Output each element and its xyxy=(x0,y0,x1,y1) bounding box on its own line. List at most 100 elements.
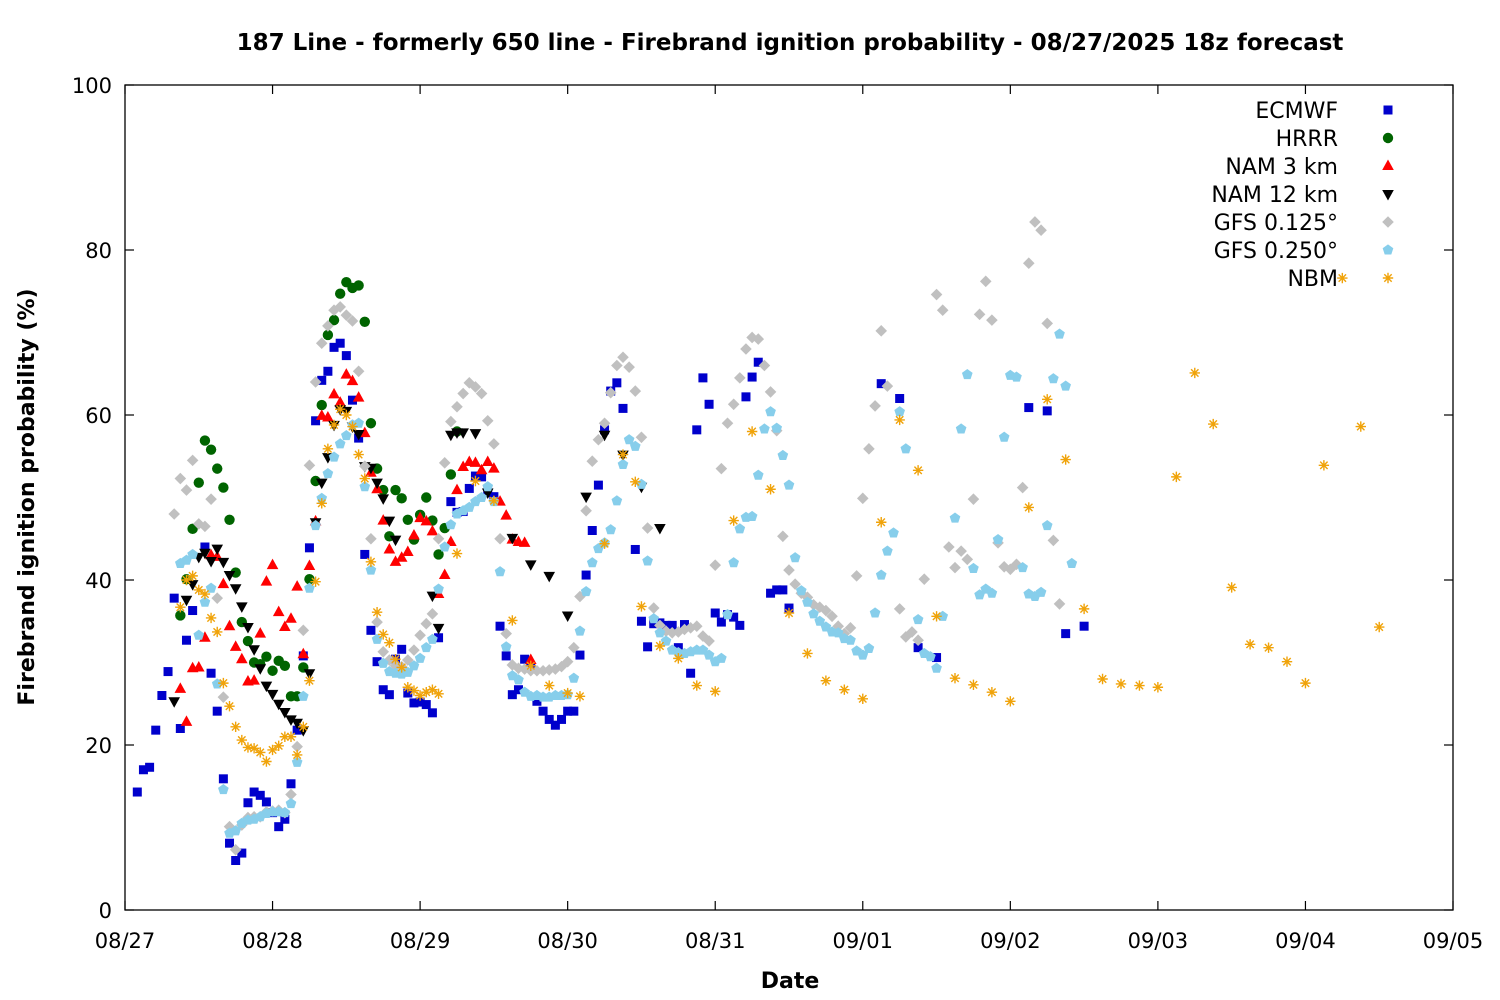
data-point-ecmwf xyxy=(778,585,788,595)
data-point-ecmwf xyxy=(507,690,517,700)
data-point-gfs-0-125 xyxy=(340,309,353,321)
legend-label-gfs-0-250: GFS 0.250° xyxy=(1214,239,1338,264)
y-axis-title: Firebrand ignition probability (%) xyxy=(15,288,40,705)
data-point-gfs-0-250 xyxy=(433,583,444,594)
legend-marker-nam-12-km xyxy=(1382,190,1394,201)
data-point-gfs-0-125 xyxy=(420,617,433,630)
data-point-gfs-0-250 xyxy=(371,633,383,644)
data-point-nbm xyxy=(1023,502,1034,513)
data-point-gfs-0-125 xyxy=(180,484,193,496)
data-point-gfs-0-125 xyxy=(604,386,617,399)
data-point-gfs-0-125 xyxy=(494,532,506,545)
data-point-nbm xyxy=(1337,272,1348,284)
data-point-ecmwf xyxy=(366,625,376,635)
data-point-gfs-0-125 xyxy=(943,541,955,553)
data-point-ecmwf xyxy=(569,706,579,716)
data-point-gfs-0-125 xyxy=(918,573,931,585)
data-point-nbm xyxy=(630,476,641,488)
data-point-ecmwf xyxy=(716,617,726,627)
data-point-gfs-0-125 xyxy=(979,275,992,288)
data-point-nam-3-km xyxy=(217,577,230,589)
data-point-gfs-0-125 xyxy=(961,553,974,566)
data-point-ecmwf xyxy=(630,544,640,554)
data-point-nam-3-km xyxy=(518,536,531,547)
data-point-nam-12-km xyxy=(352,429,365,441)
data-point-gfs-0-125 xyxy=(1022,257,1035,269)
data-point-gfs-0-250 xyxy=(494,566,506,577)
data-point-ecmwf xyxy=(372,657,382,667)
data-point-gfs-0-250 xyxy=(500,641,512,652)
data-point-gfs-0-125 xyxy=(826,610,838,623)
data-point-nbm xyxy=(949,672,961,684)
data-point-gfs-0-125 xyxy=(1041,317,1054,330)
data-point-gfs-0-125 xyxy=(561,655,574,668)
data-point-gfs-0-125 xyxy=(973,308,986,321)
data-point-ecmwf xyxy=(563,706,573,716)
data-point-nbm xyxy=(1208,418,1219,430)
data-point-nam-12-km xyxy=(279,708,291,719)
y-tick-label: 40 xyxy=(85,569,112,593)
data-point-gfs-0-250 xyxy=(408,660,420,671)
data-point-nbm xyxy=(986,687,998,698)
data-point-gfs-0-125 xyxy=(168,508,180,520)
data-point-nam-3-km xyxy=(260,575,273,586)
data-point-nbm xyxy=(802,648,813,659)
data-point-ecmwf xyxy=(175,724,185,733)
data-point-gfs-0-125 xyxy=(869,400,881,412)
data-point-gfs-0-250 xyxy=(968,562,979,573)
data-point-gfs-0-125 xyxy=(451,400,463,413)
data-point-ecmwf xyxy=(292,725,302,735)
data-point-ecmwf xyxy=(218,774,228,784)
data-point-hrrr xyxy=(199,435,211,446)
data-point-nbm xyxy=(1300,677,1311,689)
data-point-ecmwf xyxy=(581,570,591,580)
data-point-nbm xyxy=(894,414,905,426)
data-point-nam-3-km xyxy=(389,555,402,566)
data-point-nam-12-km xyxy=(469,429,482,440)
data-point-gfs-0-250 xyxy=(629,440,641,451)
legend: ECMWF HRRR NAM 3 km NAM 12 km GFS 0.125° GFS … xyxy=(1211,99,1394,292)
data-point-gfs-0-250 xyxy=(218,783,229,795)
data-point-ecmwf xyxy=(157,691,167,700)
data-point-nbm xyxy=(384,637,395,648)
data-point-nbm xyxy=(451,548,463,559)
x-tick-label: 08/27 xyxy=(95,929,156,953)
data-point-nbm xyxy=(1152,682,1164,693)
data-point-hrrr xyxy=(328,314,340,326)
data-point-hrrr xyxy=(421,492,432,503)
data-point-nam-12-km xyxy=(654,524,666,535)
x-tick-label: 08/28 xyxy=(242,929,303,953)
data-point-ecmwf xyxy=(231,856,241,865)
data-point-ecmwf xyxy=(698,373,708,383)
data-point-ecmwf xyxy=(876,379,886,389)
data-point-ecmwf xyxy=(464,483,474,493)
data-point-nbm xyxy=(304,675,315,686)
data-point-nbm xyxy=(347,421,358,432)
legend-marker-gfs-0-125 xyxy=(1382,216,1394,228)
data-point-gfs-0-250 xyxy=(1054,328,1065,339)
data-point-ecmwf xyxy=(280,814,290,824)
data-point-nam-12-km xyxy=(260,681,273,693)
data-point-ecmwf xyxy=(686,668,696,678)
data-point-hrrr xyxy=(322,329,334,341)
data-point-nam-3-km xyxy=(303,559,316,570)
data-point-nbm xyxy=(783,607,795,619)
data-point-gfs-0-250 xyxy=(1035,586,1047,597)
data-point-gfs-0-125 xyxy=(580,504,592,517)
legend-label-nbm: NBM xyxy=(1287,267,1338,292)
data-point-ecmwf xyxy=(317,375,327,385)
data-point-gfs-0-250 xyxy=(955,423,967,434)
data-point-nbm xyxy=(433,688,444,700)
data-point-gfs-0-125 xyxy=(475,387,488,400)
data-point-ecmwf xyxy=(304,543,314,553)
data-point-nbm xyxy=(1355,421,1366,432)
data-point-nbm xyxy=(1374,621,1385,633)
data-point-nbm xyxy=(1134,680,1145,691)
data-point-gfs-0-250 xyxy=(925,651,936,662)
data-point-ecmwf xyxy=(587,526,597,535)
data-point-nbm xyxy=(673,653,684,664)
data-point-gfs-0-250 xyxy=(752,469,764,480)
data-point-ecmwf xyxy=(704,399,714,409)
data-point-gfs-0-250 xyxy=(285,797,297,809)
